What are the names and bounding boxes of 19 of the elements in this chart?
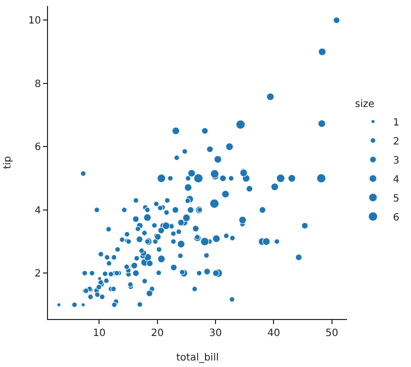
x-tick-label: 10 — [92, 328, 106, 339]
y-tick-label: 4 — [34, 205, 41, 216]
legend-label: 3 — [392, 155, 400, 166]
legend-title: size — [354, 99, 374, 110]
y-tick-label: 2 — [34, 268, 41, 280]
x-tick-label: 30 — [209, 328, 222, 339]
legend-label: 4 — [392, 174, 400, 186]
y-tick-label: 10 — [28, 16, 41, 27]
x-tick-label: 40 — [267, 328, 280, 339]
x-tick-label: 20 — [150, 328, 164, 339]
y-tick-label: 8 — [34, 78, 41, 90]
legend-label: 1 — [392, 117, 400, 128]
x-axis-title: total_bill — [176, 352, 219, 364]
y-axis-title: tip — [2, 156, 14, 170]
legend-label: 2 — [392, 136, 400, 148]
legend-label: 5 — [392, 193, 400, 204]
y-tick-label: 6 — [34, 142, 41, 154]
legend-label: 6 — [392, 212, 400, 224]
x-tick-label: 50 — [326, 328, 338, 339]
